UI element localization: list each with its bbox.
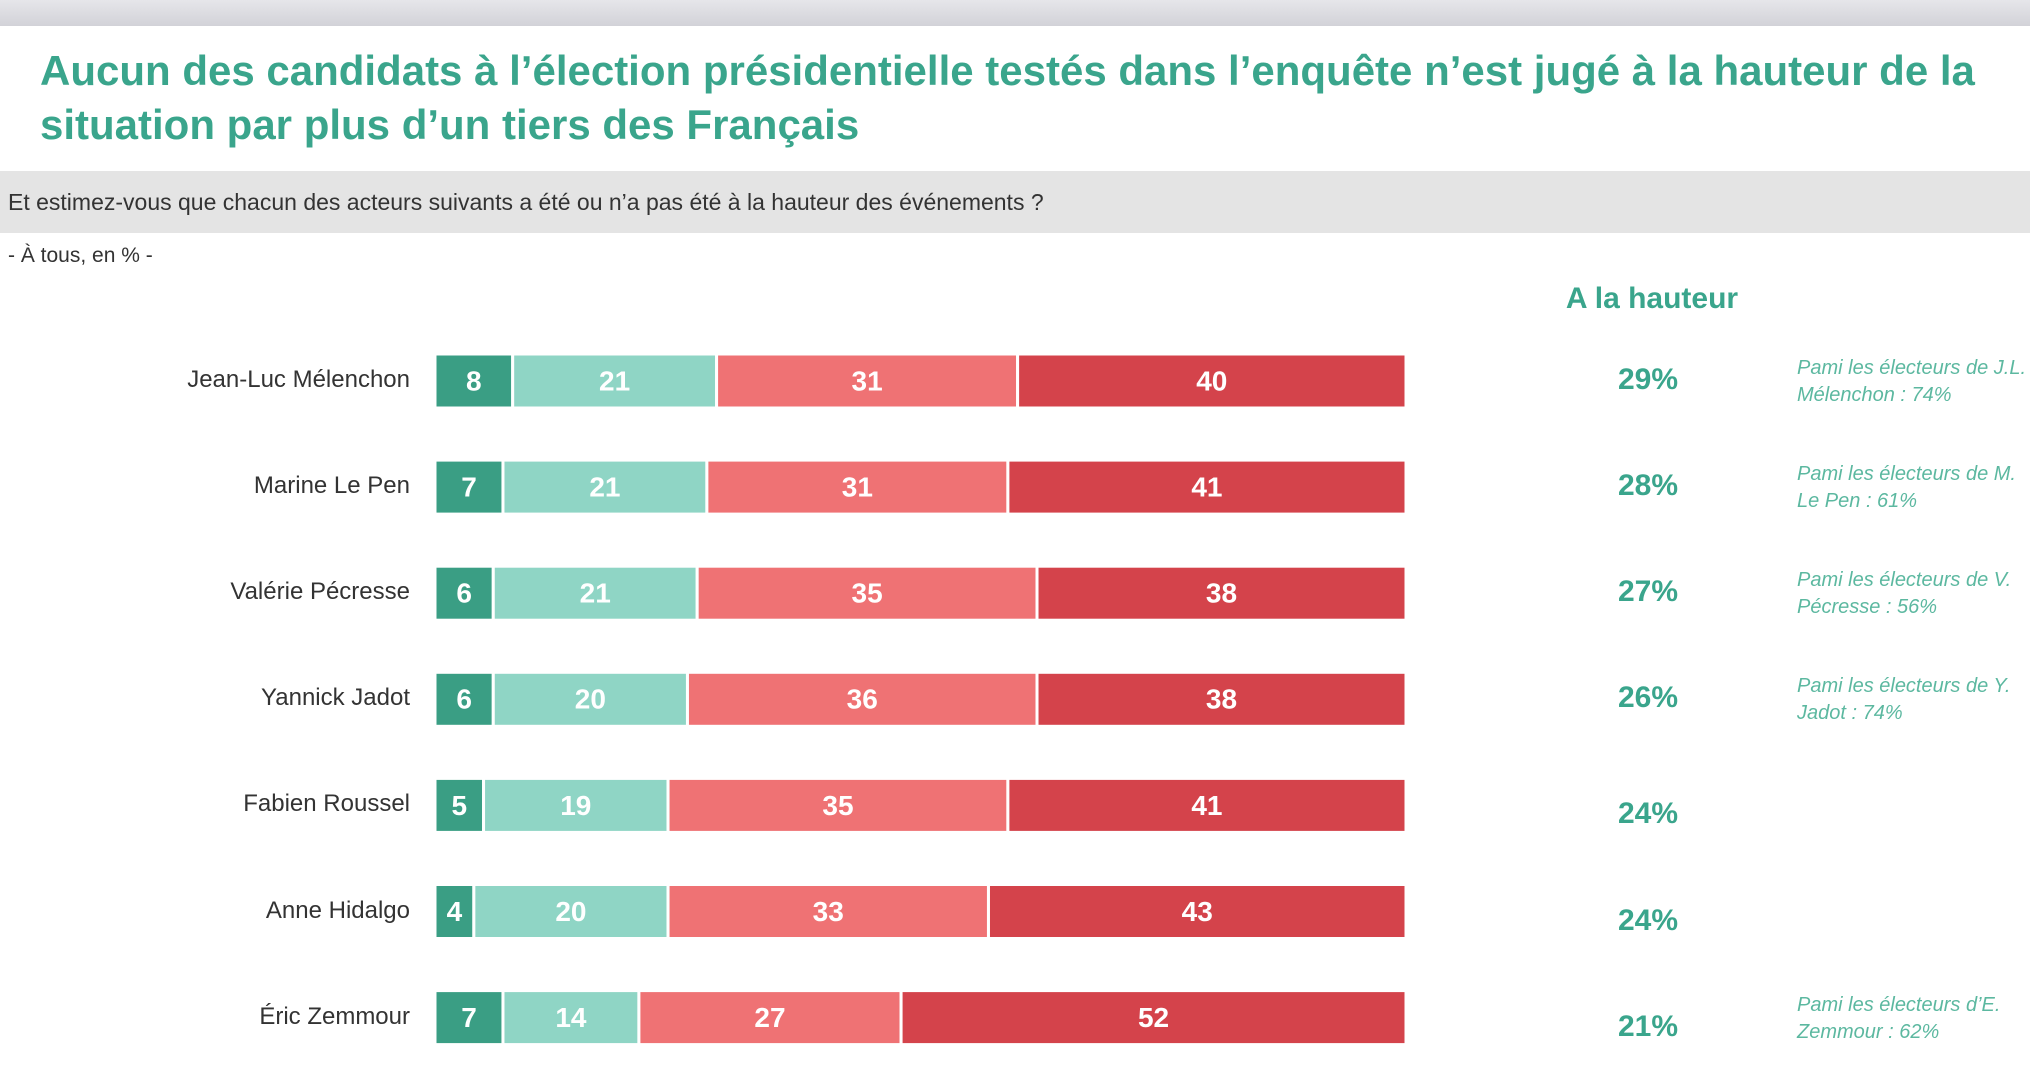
bar-segment bbox=[899, 989, 1408, 1047]
bar-segment bbox=[433, 458, 505, 516]
bar-segment bbox=[511, 352, 719, 410]
data-label: 8 bbox=[466, 365, 482, 396]
bar-segment bbox=[986, 883, 1408, 940]
total-label: 29% bbox=[1617, 363, 1679, 396]
data-label: 6 bbox=[456, 684, 472, 715]
data-label: 6 bbox=[456, 578, 472, 609]
category-label: Yannick Jadot bbox=[261, 684, 410, 712]
chart-title: Aucun des candidats à l’élection préside… bbox=[40, 47, 1975, 148]
note: Pami les électeurs de Y. Jadot : 74% bbox=[1797, 675, 2011, 725]
data-label: 7 bbox=[461, 1002, 477, 1033]
bar-segment bbox=[501, 989, 641, 1047]
bar-segment bbox=[433, 989, 505, 1047]
total-label: 27% bbox=[1617, 575, 1679, 609]
data-label: 41 bbox=[1191, 790, 1222, 821]
top-bar bbox=[0, 0, 2030, 26]
data-label: 27 bbox=[754, 1002, 785, 1033]
data-label: 14 bbox=[555, 1002, 587, 1033]
subtitle: Et estimez-vous que chacun des acteurs s… bbox=[8, 189, 1044, 215]
category-label: Fabien Roussel bbox=[243, 790, 410, 818]
total-label: 21% bbox=[1617, 1009, 1679, 1043]
bar-segment bbox=[705, 458, 1010, 516]
note: Pami les électeurs de M. Le Pen : 61% bbox=[1797, 463, 2016, 513]
bar-segment bbox=[433, 776, 486, 834]
bar-segment bbox=[501, 458, 709, 516]
note: Pami les électeurs de J.L. Mélenchon : 7… bbox=[1797, 357, 2026, 406]
category-label: Éric Zemmour bbox=[259, 1002, 410, 1030]
base-note: - À tous, en % - bbox=[8, 244, 153, 267]
data-label: 38 bbox=[1206, 578, 1237, 609]
total-label: 28% bbox=[1617, 469, 1679, 503]
data-label: 21 bbox=[599, 365, 630, 396]
note: Pami les électeurs d’E. Zemmour : 62% bbox=[1797, 993, 2001, 1043]
data-label: 19 bbox=[560, 790, 591, 821]
bar-segment bbox=[482, 776, 670, 834]
bar-segment bbox=[491, 670, 689, 728]
data-label: 35 bbox=[852, 578, 883, 609]
data-label: 5 bbox=[451, 790, 467, 821]
data-label: 31 bbox=[842, 471, 873, 502]
question-band bbox=[0, 171, 2030, 233]
total-label: 24% bbox=[1617, 903, 1679, 937]
category-label: Anne Hidalgo bbox=[265, 896, 410, 924]
bar-segment bbox=[491, 564, 699, 622]
data-label: 20 bbox=[555, 896, 586, 927]
bar-segment bbox=[1006, 458, 1408, 516]
data-label: 31 bbox=[852, 365, 883, 396]
bar-segment bbox=[685, 670, 1039, 728]
total-label: 26% bbox=[1617, 681, 1679, 715]
bar-segment bbox=[1035, 564, 1408, 622]
bar-segment bbox=[433, 670, 495, 728]
data-label: 21 bbox=[589, 471, 620, 502]
data-label: 21 bbox=[580, 578, 611, 609]
category-label: Marine Le Pen bbox=[253, 472, 410, 500]
data-label: 4 bbox=[447, 896, 463, 927]
bar-segment bbox=[1035, 670, 1408, 728]
data-label: 52 bbox=[1138, 1002, 1169, 1033]
data-label: 36 bbox=[847, 684, 878, 715]
data-label: 7 bbox=[461, 471, 477, 502]
data-label: 20 bbox=[575, 684, 606, 715]
data-label: 38 bbox=[1206, 684, 1237, 715]
bar-segment bbox=[695, 564, 1039, 622]
bar-segment bbox=[1006, 776, 1408, 834]
category-label: Valérie Pécresse bbox=[230, 578, 410, 606]
data-label: 33 bbox=[813, 896, 844, 927]
totals-title: A la hauteur bbox=[1565, 282, 1739, 315]
note: Pami les électeurs de V. Pécresse : 56% bbox=[1797, 569, 2012, 619]
total-label: 24% bbox=[1617, 797, 1679, 831]
bar-segment bbox=[1016, 352, 1408, 410]
data-label: 43 bbox=[1182, 896, 1213, 927]
data-label: 40 bbox=[1196, 365, 1227, 396]
category-label: Jean-Luc Mélenchon bbox=[187, 366, 410, 393]
data-label: 41 bbox=[1191, 471, 1222, 502]
data-label: 35 bbox=[822, 790, 853, 821]
